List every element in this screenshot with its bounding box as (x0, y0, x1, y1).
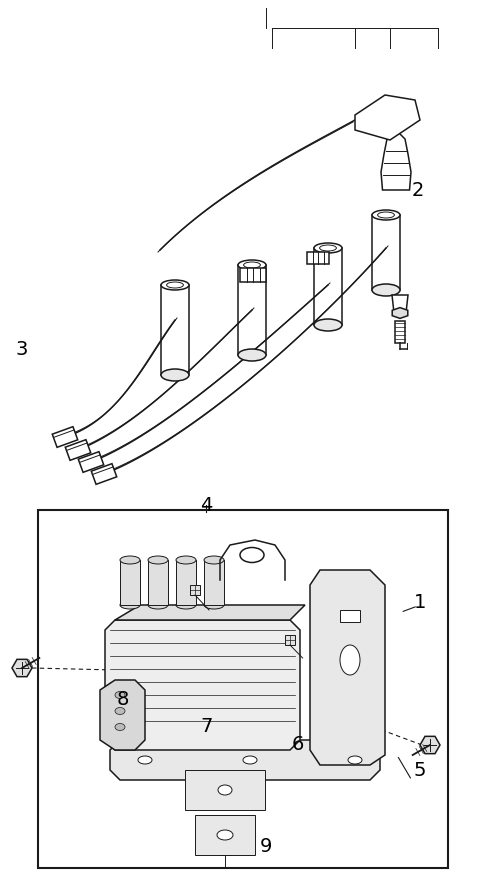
Text: 3: 3 (15, 340, 28, 360)
Polygon shape (314, 248, 342, 325)
Ellipse shape (348, 756, 362, 764)
Ellipse shape (217, 830, 233, 840)
Text: 8: 8 (116, 690, 129, 710)
Ellipse shape (148, 601, 168, 609)
Bar (176, 560, 196, 605)
Bar (148, 560, 168, 605)
Polygon shape (355, 95, 420, 140)
Ellipse shape (204, 601, 224, 609)
Polygon shape (12, 659, 32, 677)
Polygon shape (65, 439, 91, 461)
Ellipse shape (115, 708, 125, 714)
Bar (195, 815, 255, 855)
Text: 1: 1 (414, 593, 426, 612)
Polygon shape (100, 680, 145, 750)
Polygon shape (420, 736, 440, 754)
Ellipse shape (161, 369, 189, 381)
Ellipse shape (115, 691, 125, 698)
Polygon shape (78, 452, 104, 472)
Ellipse shape (148, 556, 168, 564)
Ellipse shape (238, 260, 266, 270)
Ellipse shape (372, 210, 400, 220)
Ellipse shape (240, 548, 264, 563)
Ellipse shape (314, 243, 342, 253)
Polygon shape (240, 268, 266, 282)
Polygon shape (161, 285, 189, 375)
Text: 7: 7 (200, 717, 213, 736)
Ellipse shape (320, 245, 336, 251)
Polygon shape (381, 130, 411, 190)
Ellipse shape (176, 601, 196, 609)
Text: 5: 5 (414, 761, 426, 781)
Ellipse shape (243, 756, 257, 764)
Bar (340, 610, 360, 622)
Polygon shape (52, 427, 78, 447)
Bar (120, 560, 140, 605)
Polygon shape (110, 740, 380, 780)
Polygon shape (115, 605, 305, 620)
Polygon shape (307, 252, 329, 264)
Text: 6: 6 (291, 734, 304, 754)
Bar (190, 585, 200, 595)
Ellipse shape (340, 645, 360, 675)
Ellipse shape (243, 262, 260, 268)
Polygon shape (91, 463, 117, 485)
Ellipse shape (378, 212, 395, 218)
Polygon shape (392, 307, 408, 318)
Polygon shape (105, 620, 300, 750)
Polygon shape (310, 570, 385, 765)
Ellipse shape (120, 601, 140, 609)
Bar (204, 560, 224, 605)
Bar (285, 635, 295, 645)
Ellipse shape (314, 319, 342, 331)
Ellipse shape (176, 556, 196, 564)
Text: 9: 9 (260, 836, 273, 856)
Polygon shape (372, 215, 400, 290)
Bar (185, 770, 265, 810)
Ellipse shape (138, 756, 152, 764)
Ellipse shape (204, 556, 224, 564)
Ellipse shape (115, 724, 125, 730)
Polygon shape (395, 321, 405, 343)
Ellipse shape (238, 349, 266, 361)
Ellipse shape (372, 284, 400, 296)
Ellipse shape (161, 280, 189, 290)
Text: 4: 4 (200, 495, 213, 515)
Polygon shape (238, 265, 266, 355)
Bar (38, 510, 448, 868)
Polygon shape (392, 295, 408, 313)
Ellipse shape (120, 556, 140, 564)
Text: 2: 2 (411, 181, 424, 200)
Ellipse shape (218, 785, 232, 795)
Ellipse shape (167, 282, 183, 288)
